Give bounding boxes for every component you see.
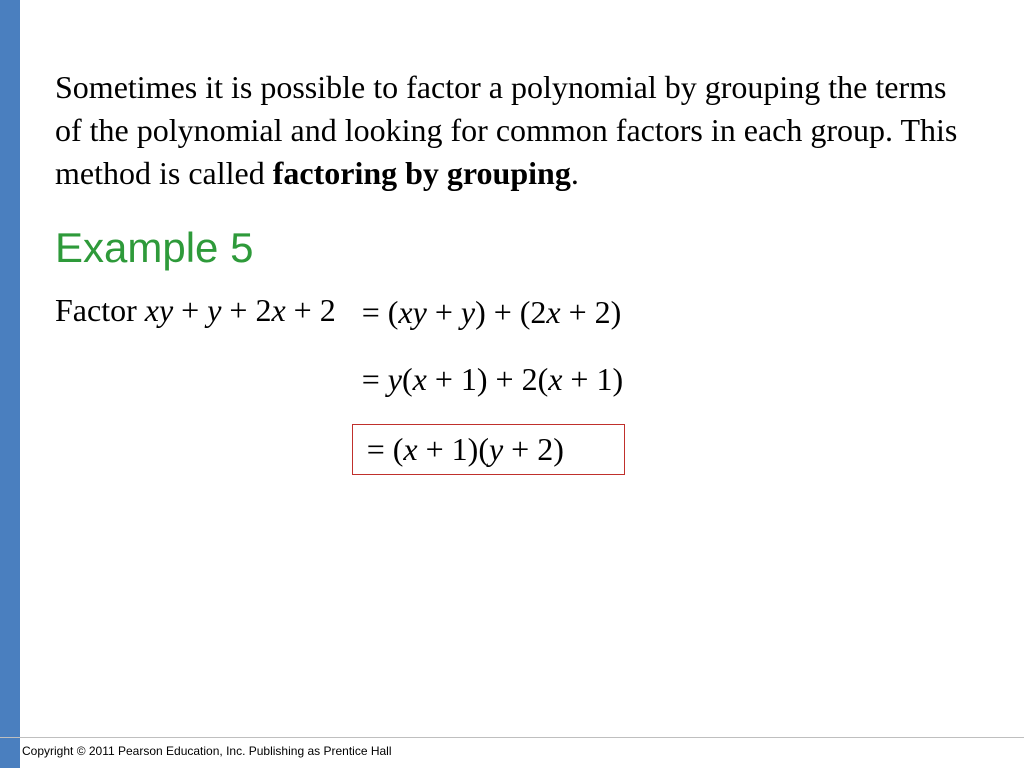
example-title: Example 5 xyxy=(55,224,980,272)
left-accent-bar xyxy=(0,0,20,768)
content-area: Sometimes it is possible to factor a pol… xyxy=(55,66,980,497)
solution-steps: = (xy + y) + (2x + 2) = y(x + 1) + 2(x + … xyxy=(352,290,633,497)
intro-bold: factoring by grouping xyxy=(273,155,571,191)
work-row: Factor xy + y + 2x + 2 = (xy + y) + (2x … xyxy=(55,290,980,497)
step-2: = y(x + 1) + 2(x + 1) xyxy=(352,357,633,402)
intro-text-2: . xyxy=(571,155,579,191)
problem-expression: xy + y + 2x + 2 xyxy=(145,292,336,328)
intro-paragraph: Sometimes it is possible to factor a pol… xyxy=(55,66,980,196)
step-1: = (xy + y) + (2x + 2) xyxy=(352,290,633,335)
slide-page: Sometimes it is possible to factor a pol… xyxy=(0,0,1024,768)
footer-rule xyxy=(0,737,1024,738)
copyright-text: Copyright © 2011 Pearson Education, Inc.… xyxy=(22,744,392,758)
problem-prefix: Factor xyxy=(55,292,145,328)
problem-statement: Factor xy + y + 2x + 2 xyxy=(55,290,336,329)
step-3: = (x + 1)(y + 2) xyxy=(352,424,625,475)
